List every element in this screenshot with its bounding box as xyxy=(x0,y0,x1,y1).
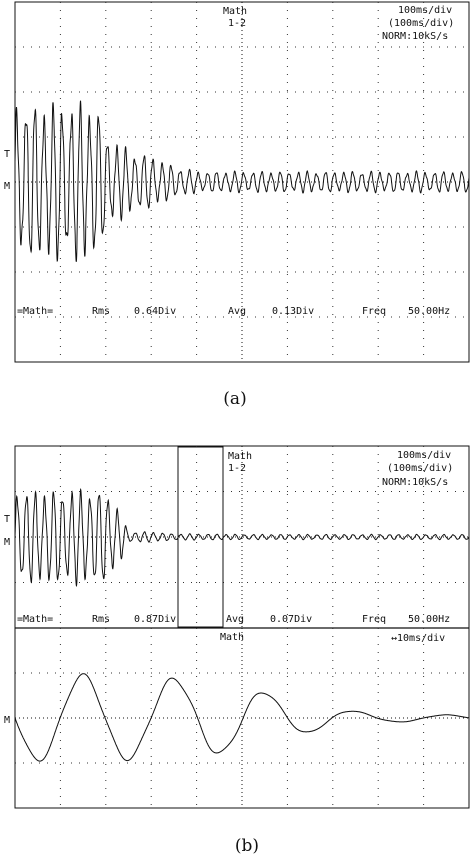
panel-b-main-trace xyxy=(14,488,470,588)
panel-a-rms-label: Rms xyxy=(92,306,110,317)
panel-a-channel-sub: 1-2 xyxy=(228,18,246,29)
panel-a-avg-value: 0.13Div xyxy=(272,306,314,317)
panel-b-timebase: 100ms/div xyxy=(397,450,451,461)
panel-b-rms-label: Rms xyxy=(92,614,110,625)
panel-b-zoom-timebase: ↔10ms/div xyxy=(391,633,445,644)
panel-a-avg-label: Avg xyxy=(228,306,246,317)
panel-a-freq-label: Freq xyxy=(362,306,386,317)
panel-b-meas-label: =Math= xyxy=(17,614,53,625)
panel-b-freq-value: 50.00Hz xyxy=(408,614,450,625)
panel-a-rms-value: 0.64Div xyxy=(134,306,176,317)
panel-a-trace xyxy=(14,100,470,262)
caption-a: (a) xyxy=(223,389,246,409)
panel-b-channel-marker: M xyxy=(4,537,10,548)
panel-a-timebase-sub: (100ms/div) xyxy=(388,18,454,29)
panel-b-timebase-sub: (100ms/div) xyxy=(387,463,453,474)
panel-b-channel: Math xyxy=(228,451,252,462)
caption-b: (b) xyxy=(235,836,259,856)
panel-a-channel: Math xyxy=(223,6,247,17)
panel-a-acquisition: NORM:10kS/s xyxy=(382,31,448,42)
panel-b-screen: Math 1-2 100ms/div (100ms/div) NORM:10kS… xyxy=(4,445,470,809)
zoom-window-box xyxy=(177,446,224,628)
panel-b-avg-value: 0.07Div xyxy=(270,614,312,625)
panel-b-zoom-trace xyxy=(14,673,470,762)
panel-b-trigger-marker: T xyxy=(4,514,10,525)
panel-b-freq-label: Freq xyxy=(362,614,386,625)
panel-b-rms-value: 0.87Div xyxy=(134,614,176,625)
panel-b-zoom-marker: M xyxy=(4,715,10,726)
panel-a-timebase: 100ms/div xyxy=(398,5,452,16)
panel-b-avg-label: Avg xyxy=(226,614,244,625)
panel-a-trigger-marker: T xyxy=(4,149,10,160)
panel-a-meas-label: =Math= xyxy=(17,306,53,317)
panel-b-acquisition: NORM:10kS/s xyxy=(382,477,448,488)
panel-b-channel-sub: 1-2 xyxy=(228,463,246,474)
panel-a-channel-marker: M xyxy=(4,181,10,192)
panel-a-screen: Math 1-2 100ms/div (100ms/div) NORM:10kS… xyxy=(4,1,470,363)
panel-a-freq-value: 50.00Hz xyxy=(408,306,450,317)
panel-b-zoom-channel: Math xyxy=(220,632,244,643)
